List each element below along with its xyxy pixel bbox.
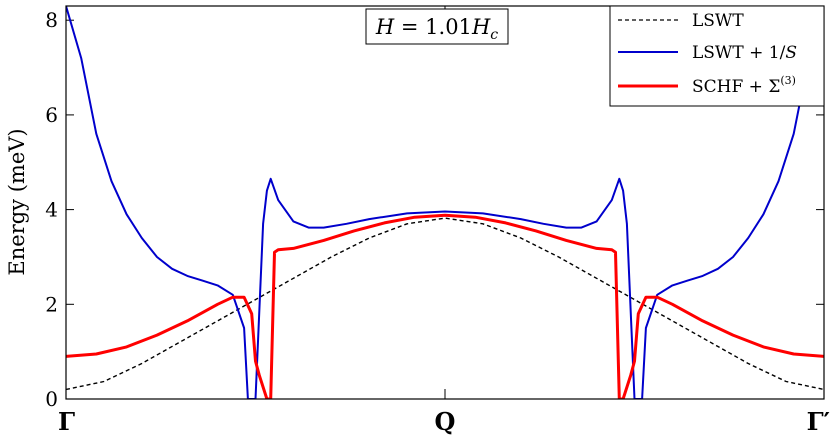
y-tick-label: 6 bbox=[45, 103, 58, 127]
svg-text:H = 1.01Hc: H = 1.01Hc bbox=[375, 15, 498, 43]
series-line-2 bbox=[66, 213, 824, 399]
plot-frame bbox=[65, 5, 825, 400]
y-axis-label: Energy (meV) bbox=[5, 128, 29, 275]
y-tick-label: 2 bbox=[45, 292, 58, 316]
legend-box bbox=[609, 5, 825, 107]
legend-label-lswt: LSWT bbox=[692, 11, 744, 31]
x-tick-label: Γ bbox=[58, 407, 75, 436]
legend: LSWT LSWT + 1/S SCHF + Σ(3) bbox=[609, 5, 825, 107]
y-tick-label: 8 bbox=[45, 8, 58, 32]
series-line-1 bbox=[66, 6, 824, 399]
series-layer bbox=[66, 6, 824, 399]
x-tick-label: Γ′ bbox=[807, 407, 830, 436]
legend-label-lswt-1s: LSWT + 1/S bbox=[692, 43, 797, 63]
field-annotation: H = 1.01Hc bbox=[365, 8, 509, 45]
legend-label-schf: SCHF + Σ(3) bbox=[692, 74, 796, 97]
x-tick-label: Q bbox=[435, 407, 456, 436]
y-tick-label: 4 bbox=[45, 198, 58, 222]
y-tick-label: 0 bbox=[45, 387, 58, 411]
